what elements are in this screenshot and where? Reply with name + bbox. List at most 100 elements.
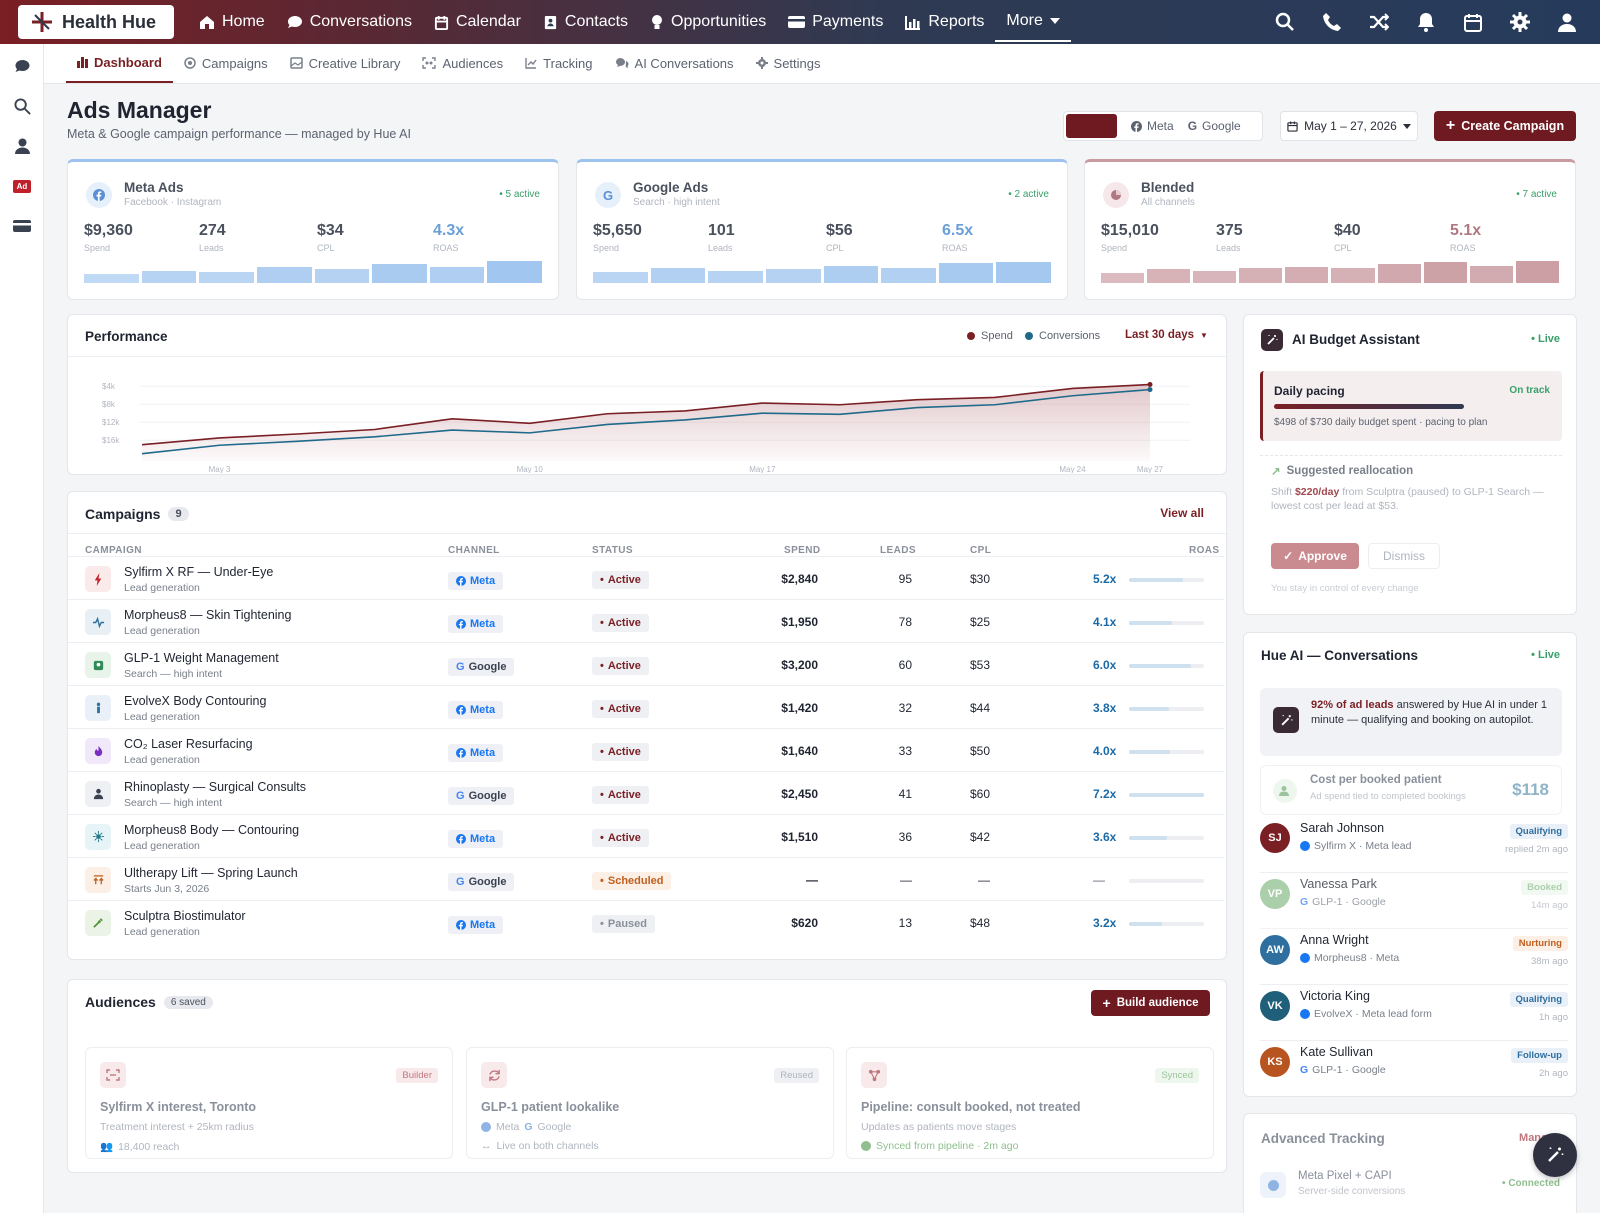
- dismiss-button[interactable]: Dismiss: [1368, 543, 1440, 569]
- kpi-name: Blended: [1141, 180, 1195, 195]
- pacing-bar-fill: [1274, 404, 1465, 409]
- nav-opportunities[interactable]: Opportunities: [639, 0, 777, 44]
- tab-creative-library[interactable]: Creative Library: [279, 43, 412, 83]
- campaign-row[interactable]: Rhinoplasty — Surgical Consults Search — …: [68, 771, 1224, 815]
- nav-contacts[interactable]: Contacts: [532, 0, 639, 44]
- user-icon: [14, 138, 30, 154]
- col-cpl[interactable]: CPL: [970, 545, 992, 556]
- channel-google-option[interactable]: G Google: [1188, 119, 1241, 133]
- kpi-card-meta[interactable]: Meta Ads Facebook · Instagram • 5 active…: [67, 159, 559, 300]
- spark-bar: [429, 266, 485, 283]
- tab-tracking[interactable]: Tracking: [514, 43, 603, 83]
- nav-conversations[interactable]: Conversations: [276, 0, 423, 44]
- ai-assistant-fab[interactable]: [1533, 1133, 1577, 1177]
- nav-calendar-button[interactable]: [1449, 0, 1496, 44]
- approve-button[interactable]: ✓ Approve: [1271, 543, 1359, 569]
- nav-notifications-button[interactable]: [1402, 0, 1449, 44]
- campaign-leads: 33: [898, 744, 912, 758]
- campaign-row[interactable]: Sylfirm X RF — Under-Eye Lead generation M…: [68, 556, 1224, 600]
- spark-bar: [487, 260, 542, 283]
- sidebar-ads[interactable]: Ad: [12, 176, 32, 196]
- col-leads[interactable]: LEADS: [880, 545, 916, 556]
- tab-ai-conversations[interactable]: AI Conversations: [604, 43, 745, 83]
- view-all-link[interactable]: View all: [1160, 506, 1204, 520]
- col-status[interactable]: STATUS: [592, 545, 633, 556]
- col-campaign[interactable]: CAMPAIGN: [85, 545, 142, 556]
- campaign-name[interactable]: CO₂ Laser Resurfacing: [124, 737, 253, 751]
- campaign-row[interactable]: EvolveX Body Contouring Lead generation Me…: [68, 685, 1224, 729]
- campaign-name[interactable]: Rhinoplasty — Surgical Consults: [124, 780, 307, 794]
- conversation-item[interactable]: KS Kate Sullivan G GLP-1 · Google Follow-up 2…: [1260, 1041, 1568, 1097]
- kpi-card-blended[interactable]: Blended All channels • 7 active $15,010 S…: [1084, 159, 1576, 300]
- nav-settings-button[interactable]: [1496, 0, 1543, 44]
- sidebar-search[interactable]: [12, 96, 32, 116]
- conversation-item[interactable]: AW Anna Wright Morpheus8 · Meta Nurturing 38…: [1260, 929, 1568, 985]
- campaign-roas: 3.8x: [1093, 701, 1117, 715]
- bar-chart-icon: [905, 15, 921, 30]
- logo-icon: [32, 12, 52, 32]
- kpi-stat-roas: 5.1x ROAS: [1450, 222, 1482, 253]
- kpi-card-google[interactable]: G Google Ads Search · high intent • 2 ac…: [576, 159, 1068, 300]
- nav-profile-button[interactable]: [1543, 0, 1590, 44]
- app-logo[interactable]: Health Hue: [18, 5, 174, 39]
- campaign-name[interactable]: Morpheus8 — Skin Tightening: [124, 608, 292, 622]
- audience-card[interactable]: Builder Sylfirm X interest, Toronto Trea…: [85, 1047, 453, 1159]
- syringe-icon: [85, 910, 111, 936]
- campaign-name[interactable]: Ultherapy Lift — Spring Launch: [124, 866, 298, 880]
- channel-badge: Meta: [448, 830, 504, 848]
- tab-settings[interactable]: Settings: [745, 43, 832, 83]
- campaign-name[interactable]: Morpheus8 Body — Contouring: [124, 823, 300, 837]
- audience-tag: Synced: [1155, 1068, 1199, 1083]
- nav-search-button[interactable]: [1261, 0, 1308, 44]
- tab-audiences[interactable]: Audiences: [411, 43, 514, 83]
- campaign-row[interactable]: GLP-1 Weight Management Search — high int…: [68, 642, 1224, 686]
- nav-reports[interactable]: Reports: [894, 0, 995, 44]
- check-icon: ✓: [1283, 549, 1294, 563]
- tab-dashboard[interactable]: Dashboard: [66, 43, 173, 83]
- avatar: KS: [1260, 1047, 1290, 1077]
- kpi-stat-spend: $15,010 Spend: [1101, 222, 1159, 253]
- nav-shuffle-button[interactable]: [1355, 0, 1402, 44]
- campaign-name[interactable]: Sylfirm X RF — Under-Eye: [124, 565, 274, 579]
- create-campaign-button[interactable]: + Create Campaign: [1434, 111, 1576, 141]
- google-icon: G: [456, 790, 465, 802]
- nav-phone-button[interactable]: [1308, 0, 1355, 44]
- campaign-row[interactable]: Morpheus8 — Skin Tightening Lead generati…: [68, 599, 1224, 643]
- conversation-item[interactable]: VK Victoria King EvolveX · Meta lead form Q…: [1260, 985, 1568, 1041]
- audience-card[interactable]: Reused GLP-1 patient lookalike Meta G Goog…: [466, 1047, 834, 1159]
- date-range-picker[interactable]: May 1 – 27, 2026: [1280, 111, 1418, 141]
- sidebar-payments[interactable]: [12, 216, 32, 236]
- campaign-row[interactable]: CO₂ Laser Resurfacing Lead generation Meta…: [68, 728, 1224, 772]
- col-channel[interactable]: CHANNEL: [448, 545, 500, 556]
- campaign-row[interactable]: Sculptra Biostimulator Lead generation Met…: [68, 900, 1224, 944]
- build-audience-button[interactable]: + Build audience: [1091, 990, 1210, 1016]
- campaign-name[interactable]: Sculptra Biostimulator: [124, 909, 246, 923]
- conversation-item[interactable]: VP Vanessa Park G GLP-1 · Google Booked 14m a…: [1260, 873, 1568, 929]
- nav-payments[interactable]: Payments: [777, 0, 894, 44]
- range-select[interactable]: Last 30 days ▼: [1125, 329, 1208, 341]
- meta-icon: [1300, 841, 1310, 851]
- sidebar-user[interactable]: [12, 136, 32, 156]
- col-spend[interactable]: SPEND: [784, 545, 821, 556]
- cpb-value: $118: [1512, 780, 1549, 799]
- campaign-name[interactable]: GLP-1 Weight Management: [124, 651, 279, 665]
- channel-all-option[interactable]: [1066, 114, 1117, 138]
- campaign-row[interactable]: Morpheus8 Body — Contouring Lead generati…: [68, 814, 1224, 858]
- nav-home[interactable]: Home: [188, 0, 276, 44]
- campaign-name[interactable]: EvolveX Body Contouring: [124, 694, 267, 708]
- campaign-objective: Search — high intent: [124, 668, 223, 680]
- conversation-item[interactable]: SJ Sarah Johnson Sylfirm X · Meta lead Qual…: [1260, 817, 1568, 873]
- tab-campaigns[interactable]: Campaigns: [173, 43, 279, 83]
- nav-calendar[interactable]: Calendar: [423, 0, 532, 44]
- campaign-spend: $2,450: [781, 787, 818, 801]
- channel-meta-option[interactable]: Meta: [1131, 119, 1174, 133]
- link-icon: ↔: [481, 1140, 492, 1152]
- nav-more[interactable]: More: [995, 2, 1071, 42]
- budget-footnote: You stay in control of every change: [1271, 583, 1419, 594]
- col-roas[interactable]: ROAS: [1189, 545, 1220, 556]
- campaign-cpl: —: [978, 873, 990, 887]
- audience-card[interactable]: Synced Pipeline: consult booked, not tre…: [846, 1047, 1214, 1159]
- campaign-row[interactable]: Ultherapy Lift — Spring Launch Starts Jun…: [68, 857, 1224, 901]
- contact-name: Vanessa Park: [1300, 877, 1377, 891]
- sidebar-chat[interactable]: [12, 56, 32, 76]
